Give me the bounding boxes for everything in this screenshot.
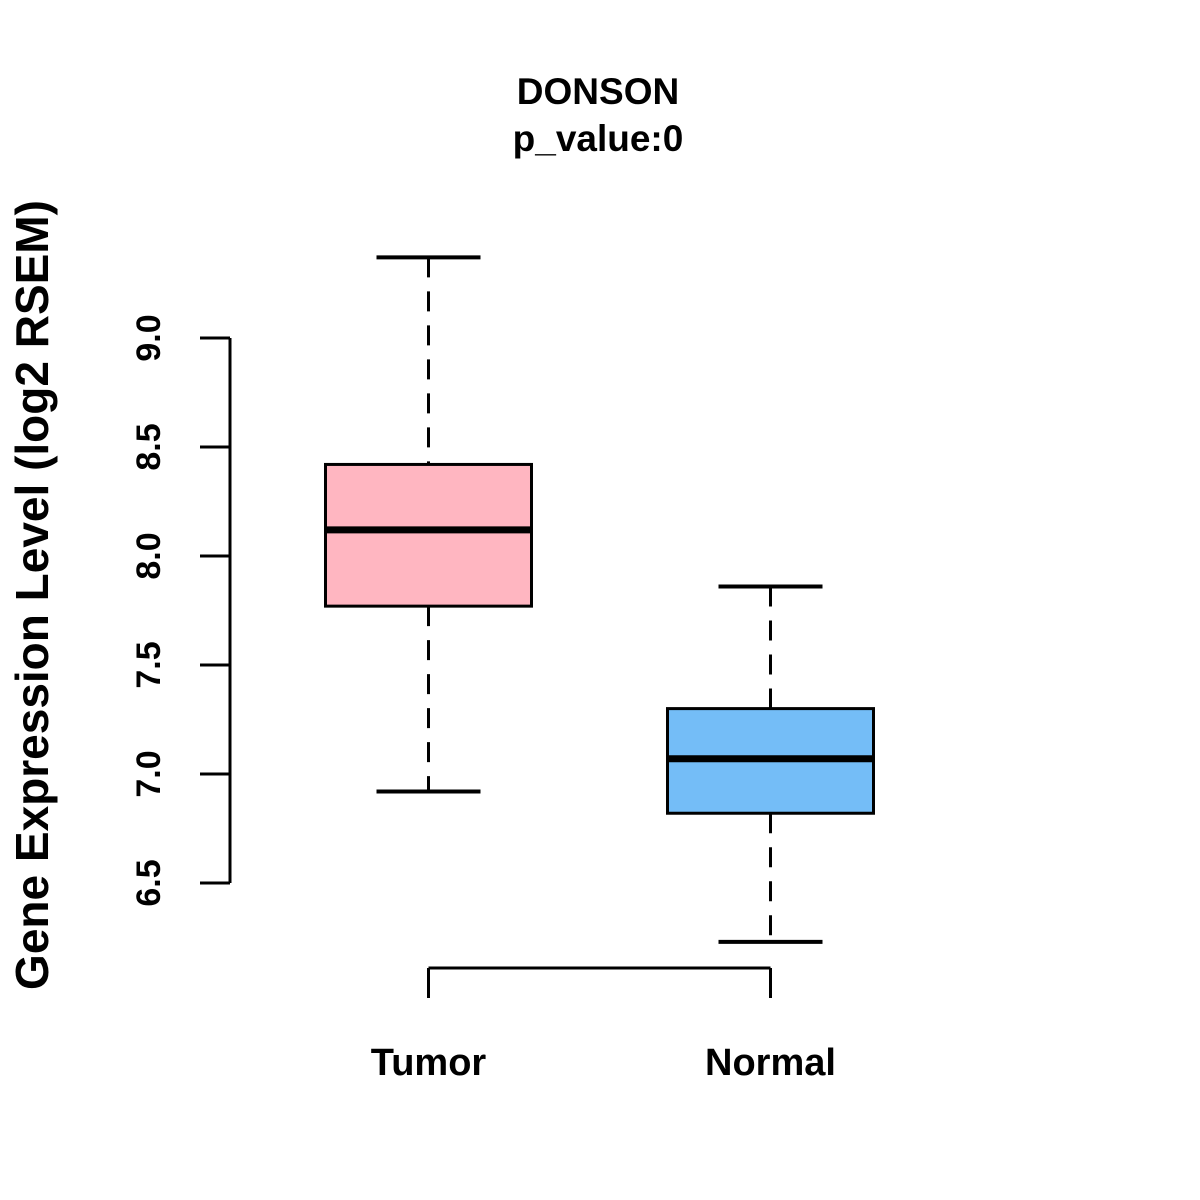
- x-category-label: Normal: [705, 1042, 836, 1084]
- x-category-label: Tumor: [371, 1042, 487, 1084]
- y-tick-label: 7.0: [130, 750, 168, 797]
- chart-title: DONSON: [517, 71, 679, 112]
- y-axis-label: Gene Expression Level (log2 RSEM): [6, 200, 58, 990]
- y-tick-label: 8.0: [130, 532, 168, 579]
- y-tick-label: 6.5: [130, 859, 168, 906]
- iqr-box-tumor: [324, 462, 533, 608]
- y-tick-label: 7.5: [130, 641, 168, 688]
- y-tick-label: 8.5: [130, 423, 168, 470]
- plot-area: 6.5 7.0 7.5 8.0 8.5 9.0 Tumor Normal: [130, 255, 875, 1084]
- y-tick-label: 9.0: [130, 314, 168, 361]
- chart-subtitle: p_value:0: [513, 118, 684, 159]
